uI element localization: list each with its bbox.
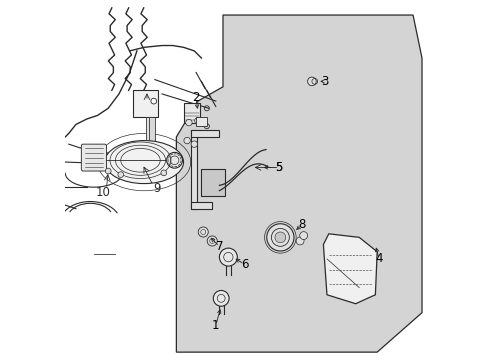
Text: 8: 8 [298,218,305,231]
Text: 4: 4 [374,252,382,265]
Bar [149,117,155,155]
Circle shape [105,168,111,174]
Bar [190,130,219,137]
Polygon shape [323,234,376,304]
FancyBboxPatch shape [81,144,106,171]
Polygon shape [176,15,421,352]
Text: 5: 5 [275,161,283,174]
Circle shape [207,236,217,246]
Circle shape [161,170,166,176]
Circle shape [166,152,182,168]
Bar [133,90,158,117]
Text: 9: 9 [153,183,160,195]
Text: 7: 7 [215,240,223,253]
Text: 1: 1 [212,319,219,332]
Text: 6: 6 [240,258,248,271]
Text: 3: 3 [321,75,328,88]
Bar [145,117,151,155]
Bar [190,130,197,209]
Circle shape [198,227,208,237]
Bar [201,169,224,196]
Circle shape [299,231,307,239]
Circle shape [191,141,197,147]
Circle shape [274,232,285,243]
Bar [196,117,206,126]
Circle shape [185,120,192,126]
Text: 5: 5 [275,161,283,174]
Text: 2: 2 [192,91,200,104]
Circle shape [194,118,201,124]
Circle shape [213,291,228,306]
Circle shape [266,224,293,251]
Circle shape [219,248,237,266]
Circle shape [151,98,156,104]
Circle shape [307,77,316,86]
Bar [190,202,212,209]
Ellipse shape [104,140,183,184]
Circle shape [183,137,190,144]
Circle shape [118,172,123,177]
Text: 10: 10 [95,186,110,199]
Circle shape [296,237,304,245]
Bar [183,103,199,123]
